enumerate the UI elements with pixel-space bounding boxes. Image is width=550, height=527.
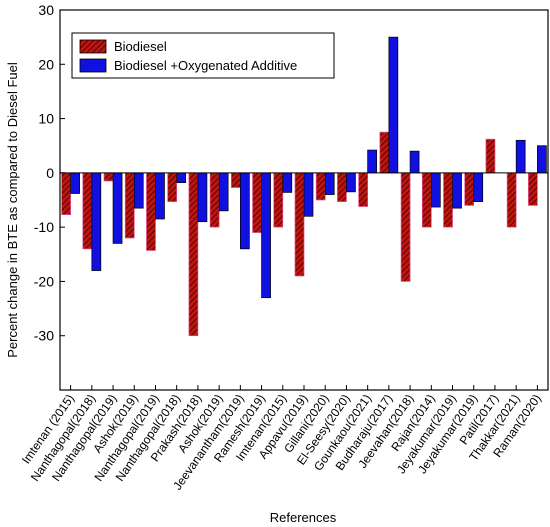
y-tick-label-0: 30 [38,2,54,18]
x-axis: Imtenan (2015)Nanthagopal(2018)Nanthagop… [19,385,544,493]
bar-oxygenated-9 [261,172,271,299]
bar-oxygenated-0 [70,172,80,194]
y-axis: 30 20 10 0 -10 -20 -30 [34,2,65,344]
y-tick-label-1: 20 [38,56,54,72]
bar-biodiesel-1 [82,172,93,250]
bar-oxygenated-18 [452,172,462,209]
bar-biodiesel-15 [379,131,390,174]
bar-biodiesel-5 [167,172,178,202]
y-tick-label-2: 10 [38,111,54,127]
legend-label-oxygenated: Biodiesel +Oxygenated Additive [114,58,297,73]
bar-biodiesel-6 [188,172,199,337]
bar-oxygenated-21 [515,139,526,174]
bar-biodiesel-16 [400,172,411,282]
y-axis-title: Percent change in BTE as compared to Die… [5,62,20,358]
bar-biodiesel-11 [294,172,305,277]
bar-biodiesel-14 [358,172,369,207]
bar-biodiesel-8 [230,172,241,188]
bar-oxygenated-11 [303,172,314,217]
bar-biodiesel-4 [146,172,156,251]
bar-oxygenated-13 [346,172,356,193]
legend-swatch-biodiesel [79,39,107,54]
bar-biodiesel-0 [61,172,71,216]
bar-biodiesel-7 [209,172,220,228]
bar-biodiesel-3 [124,172,135,239]
bar-biodiesel-20 [485,138,496,174]
bar-oxygenated-10 [282,172,293,193]
bar-biodiesel-22 [528,172,538,206]
legend: Biodiesel Biodiesel +Oxygenated Additive [71,32,335,79]
bar-oxygenated-22 [537,145,547,174]
bar-oxygenated-2 [112,172,123,244]
bar-oxygenated-3 [133,172,144,209]
y-tick-label-6: -30 [34,328,54,344]
bar-biodiesel-10 [273,172,284,228]
bar-biodiesel-19 [464,172,475,206]
y-tick-label-4: -10 [34,219,54,235]
bar-oxygenated-7 [218,172,229,212]
bar-oxygenated-19 [473,172,484,202]
bar-biodiesel-2 [103,172,114,182]
bar-biodiesel-9 [252,172,262,233]
bar-oxygenated-4 [155,172,165,220]
bar-biodiesel-12 [315,172,326,201]
bar-oxygenated-5 [176,172,187,183]
x-axis-title: References [270,510,337,525]
bar-oxygenated-17 [430,172,441,208]
bar-biodiesel-18 [443,172,453,228]
bar-oxygenated-15 [388,36,399,174]
y-tick-label-5: -20 [34,273,54,289]
bars-layer [61,36,547,337]
bar-oxygenated-1 [91,172,102,271]
bar-oxygenated-12 [324,172,335,195]
legend-label-biodiesel: Biodiesel [114,39,167,54]
bar-oxygenated-6 [197,172,208,223]
bar-biodiesel-21 [506,172,517,228]
legend-swatch-oxygenated [79,58,107,73]
bar-oxygenated-16 [409,150,420,174]
bar-biodiesel-17 [421,172,432,228]
legend-frame [71,32,335,79]
bar-biodiesel-13 [337,172,347,202]
bar-oxygenated-14 [367,149,378,174]
y-tick-label-3: 0 [46,165,54,181]
bar-oxygenated-8 [239,172,250,250]
